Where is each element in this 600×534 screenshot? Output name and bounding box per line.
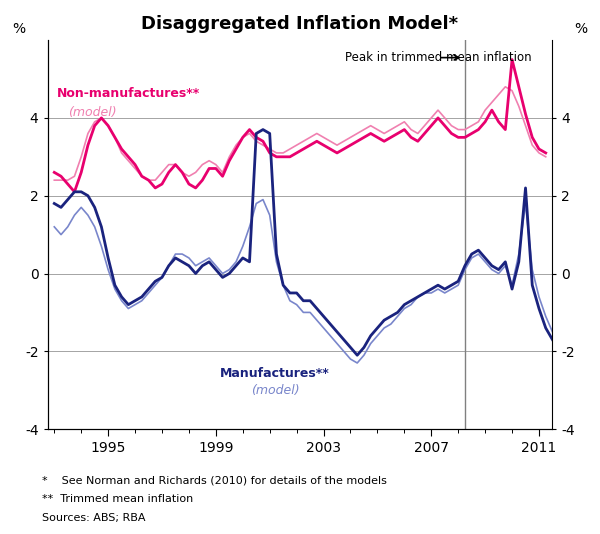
Title: Disaggregated Inflation Model*: Disaggregated Inflation Model* xyxy=(142,15,458,33)
Text: %: % xyxy=(575,22,588,36)
Text: **  Trimmed mean inflation: ** Trimmed mean inflation xyxy=(42,494,193,504)
Text: Non-manufactures**: Non-manufactures** xyxy=(57,87,200,99)
Text: *    See Norman and Richards (2010) for details of the models: * See Norman and Richards (2010) for det… xyxy=(42,475,387,485)
Text: Manufactures**: Manufactures** xyxy=(220,367,330,380)
Text: Peak in trimmed mean inflation: Peak in trimmed mean inflation xyxy=(345,51,532,64)
Text: (model): (model) xyxy=(251,384,299,397)
Text: (model): (model) xyxy=(68,106,116,119)
Text: Sources: ABS; RBA: Sources: ABS; RBA xyxy=(42,513,146,523)
Text: %: % xyxy=(12,22,25,36)
